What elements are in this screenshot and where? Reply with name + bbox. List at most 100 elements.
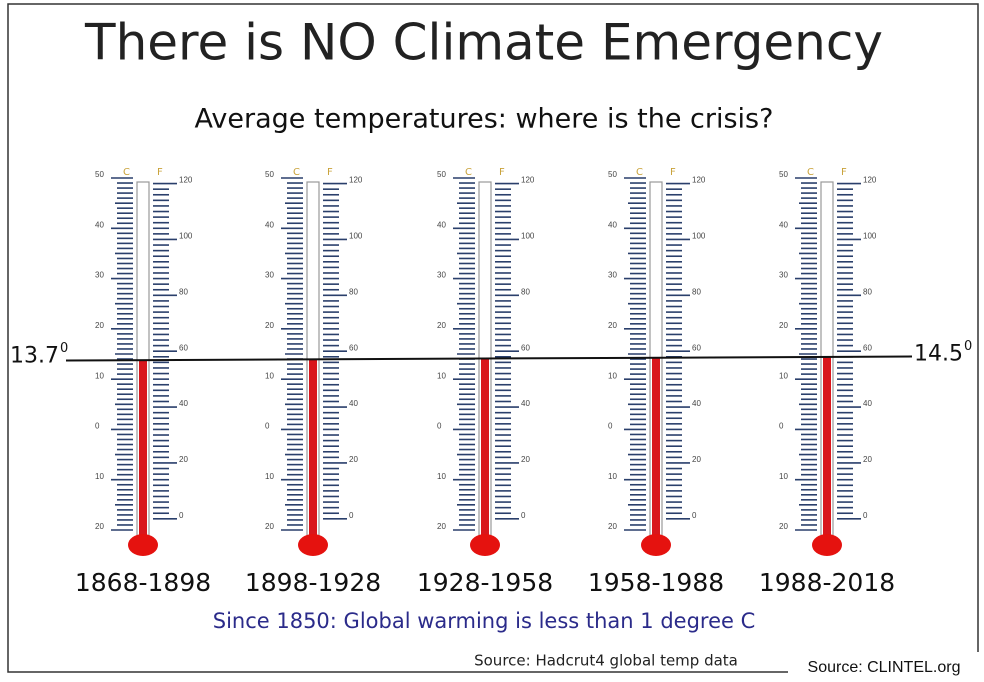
- f-label: 60: [179, 343, 188, 352]
- subtitle: Average temperatures: where is the crisi…: [195, 104, 774, 135]
- level-line: [65, 355, 913, 362]
- c-unit: C: [123, 167, 130, 178]
- mercury: [823, 356, 831, 545]
- c-unit: C: [636, 167, 643, 178]
- bulb: [298, 534, 328, 556]
- f-label: 100: [179, 232, 193, 241]
- f-label: 40: [863, 399, 872, 408]
- f-label: 80: [179, 287, 188, 296]
- c-label: 40: [779, 220, 788, 229]
- f-label: 80: [349, 287, 358, 296]
- f-label: 100: [521, 232, 535, 241]
- f-label: 0: [692, 511, 697, 520]
- c-unit: C: [807, 167, 814, 178]
- c-label: 0: [608, 422, 613, 431]
- right-level-sup: 0: [964, 339, 972, 354]
- c-label: 50: [95, 170, 104, 179]
- c-label: 50: [779, 170, 788, 179]
- f-label: 120: [179, 176, 193, 185]
- f-label: 40: [692, 399, 701, 408]
- c-label: 20: [265, 522, 274, 531]
- credit-bg: [788, 652, 984, 682]
- c-label: 0: [437, 422, 442, 431]
- c-unit: C: [465, 167, 472, 178]
- f-label: 100: [863, 232, 877, 241]
- f-label: 0: [521, 511, 526, 520]
- c-label: 20: [265, 321, 274, 330]
- f-label: 20: [863, 455, 872, 464]
- c-label: 10: [265, 472, 274, 481]
- c-label: 0: [265, 422, 270, 431]
- c-label: 10: [779, 371, 788, 380]
- right-level-label: 14.5: [914, 342, 963, 367]
- f-label: 20: [349, 455, 358, 464]
- c-label: 40: [95, 220, 104, 229]
- c-label: 20: [437, 522, 446, 531]
- period: 1928-1958: [417, 568, 553, 597]
- c-label: 30: [265, 271, 274, 280]
- f-label: 40: [179, 399, 188, 408]
- title: There is NO Climate Emergency: [84, 14, 883, 72]
- f-label: 60: [349, 343, 358, 352]
- period: 1958-1988: [588, 568, 724, 597]
- f-unit: F: [327, 167, 333, 178]
- f-label: 120: [692, 176, 706, 185]
- left-level-label: 13.7: [10, 344, 59, 369]
- c-label: 40: [265, 220, 274, 229]
- frame: [7, 3, 979, 673]
- c-label: 10: [608, 371, 617, 380]
- f-label: 80: [863, 287, 872, 296]
- c-label: 20: [779, 321, 788, 330]
- period: 1898-1928: [245, 568, 381, 597]
- c-unit: C: [293, 167, 300, 178]
- c-label: 0: [95, 422, 100, 431]
- c-label: 10: [265, 371, 274, 380]
- f-label: 20: [692, 455, 701, 464]
- f-unit: F: [841, 167, 847, 178]
- c-label: 30: [95, 271, 104, 280]
- c-label: 50: [265, 170, 274, 179]
- f-label: 60: [521, 343, 530, 352]
- c-label: 20: [779, 522, 788, 531]
- c-label: 20: [95, 321, 104, 330]
- mercury: [139, 360, 147, 545]
- bulb: [128, 534, 158, 556]
- f-label: 60: [863, 343, 872, 352]
- c-label: 40: [437, 220, 446, 229]
- c-label: 20: [608, 522, 617, 531]
- f-label: 40: [521, 399, 530, 408]
- c-label: 20: [608, 321, 617, 330]
- c-label: 50: [608, 170, 617, 179]
- period: 1868-1898: [75, 568, 211, 597]
- mercury: [652, 358, 660, 545]
- mercury: [481, 359, 489, 545]
- f-label: 100: [692, 232, 706, 241]
- bulb: [470, 534, 500, 556]
- c-label: 10: [437, 371, 446, 380]
- c-label: 10: [437, 472, 446, 481]
- f-label: 100: [349, 232, 363, 241]
- credit: Source: CLINTEL.org: [808, 659, 961, 676]
- f-label: 80: [692, 287, 701, 296]
- f-label: 20: [179, 455, 188, 464]
- f-label: 40: [349, 399, 358, 408]
- f-label: 0: [179, 511, 184, 520]
- f-unit: F: [157, 167, 163, 178]
- c-label: 30: [608, 271, 617, 280]
- bulb: [812, 534, 842, 556]
- period: 1988-2018: [759, 568, 895, 597]
- c-label: 20: [95, 522, 104, 531]
- c-label: 50: [437, 170, 446, 179]
- f-unit: F: [499, 167, 505, 178]
- mercury: [309, 360, 317, 545]
- f-label: 20: [521, 455, 530, 464]
- f-label: 120: [521, 176, 535, 185]
- f-label: 120: [349, 176, 363, 185]
- footnote: Since 1850: Global warming is less than …: [213, 609, 756, 633]
- f-unit: F: [670, 167, 676, 178]
- f-label: 120: [863, 176, 877, 185]
- bulb: [641, 534, 671, 556]
